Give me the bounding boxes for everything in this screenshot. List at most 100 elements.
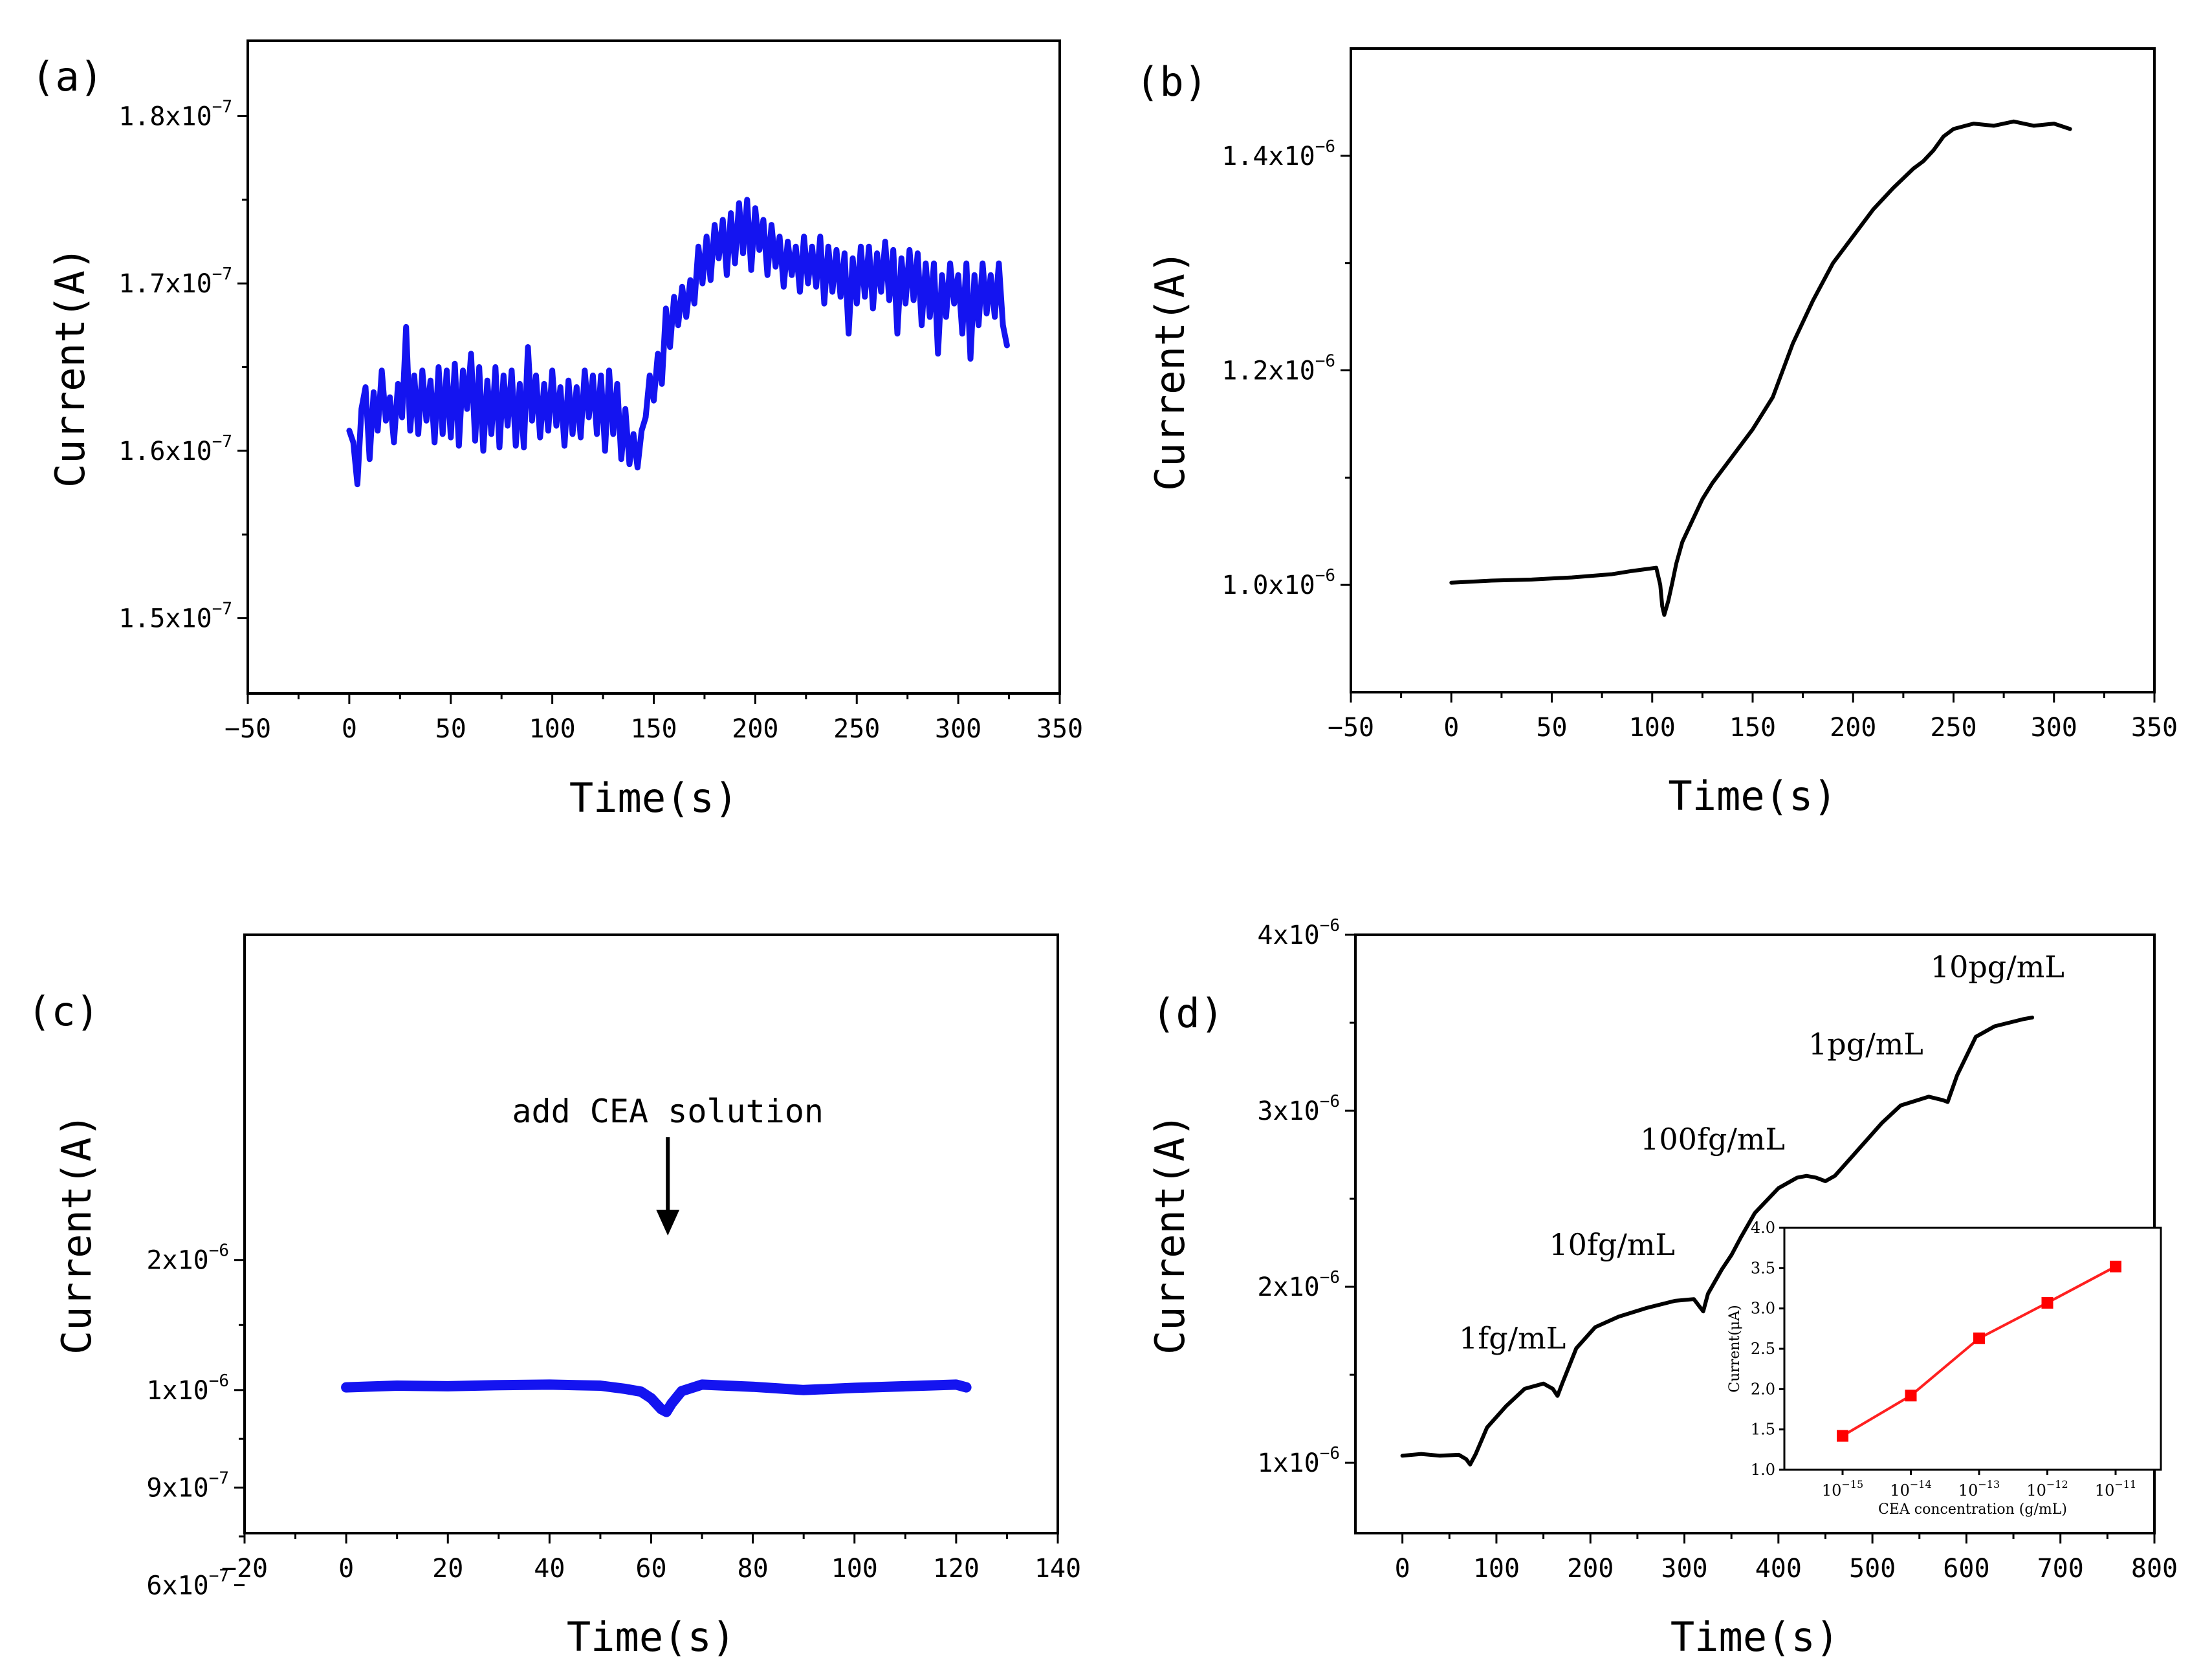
y-tick-label: 6x10−7 (146, 1566, 229, 1600)
y-tick-exponent: −6 (1315, 352, 1335, 371)
y-tick-mantissa: 1.8x10 (118, 102, 212, 131)
y-tick-label: 1.7x10−7 (118, 265, 232, 299)
x-tick-label: 0 (338, 1554, 354, 1584)
inset-y-axis-title: Current(μA) (1727, 1305, 1743, 1392)
plot-frame (243, 933, 1059, 1534)
inset-x-tick-mantissa: 10 (1958, 1481, 1978, 1500)
y-tick-label: 9x10−7 (146, 1469, 229, 1503)
x-tick-label: 0 (1443, 713, 1459, 743)
x-tick-label: 100 (831, 1554, 878, 1584)
panel-a: −50 0 50 100 150 200 250 300 3501.5x10−71.6x10−7… (31, 39, 1083, 822)
x-tick-label: 40 (534, 1554, 565, 1584)
x-tick-label: −20 (221, 1554, 268, 1584)
concentration-label: 100fg/mL (1640, 1122, 1785, 1157)
inset-point (1837, 1430, 1848, 1442)
y-tick-label: 1.2x10−6 (1221, 352, 1335, 386)
y-tick-label: 1.8x10−7 (118, 97, 232, 131)
inset-y-tick-label: 2.0 (1751, 1380, 1775, 1398)
series-line-current (1449, 119, 2072, 617)
panel-label: (c) (27, 988, 100, 1035)
x-axis-title: Time(s) (1668, 772, 1837, 820)
y-tick-mantissa: 1.6x10 (118, 437, 212, 466)
inset-y-tick-label: 3.0 (1751, 1300, 1775, 1318)
y-tick-label: 1.0x10−6 (1221, 566, 1335, 600)
y-tick-exponent: −6 (1320, 916, 1340, 935)
y-tick-label: 1.5x10−7 (118, 600, 232, 634)
y-tick-mantissa: 1.5x10 (118, 604, 212, 634)
y-tick-exponent: −6 (1315, 137, 1335, 157)
inset-x-tick-exponent: −15 (1841, 1478, 1863, 1490)
x-axis-title: Time(s) (567, 1613, 736, 1661)
x-tick-label: 60 (635, 1554, 666, 1584)
concentration-label: 1fg/mL (1459, 1320, 1566, 1355)
x-tick-label: 140 (1035, 1554, 1081, 1584)
panel-label: (d) (1152, 990, 1224, 1037)
inset-point (2041, 1296, 2053, 1309)
x-tick-label: 80 (738, 1554, 769, 1584)
inset-point (2110, 1260, 2121, 1272)
series-line-current (1400, 1015, 2035, 1467)
y-tick-label: 1x10−6 (146, 1371, 229, 1406)
annotation-arrow-head (656, 1210, 680, 1236)
y-tick-exponent: −7 (212, 265, 232, 284)
y-tick-exponent: −7 (212, 432, 232, 452)
x-tick-label: 20 (432, 1554, 463, 1584)
panel-b: −50 0 50 100 150 200 250 300 3501.0x10−61.2x10−6… (1135, 47, 2178, 820)
y-tick-label: 2x10−6 (146, 1241, 229, 1276)
inset-x-tick-exponent: −14 (1910, 1478, 1932, 1490)
x-tick-label: −50 (1328, 713, 1374, 743)
y-tick-exponent: −6 (1320, 1444, 1340, 1463)
inset-x-tick-exponent: −12 (2046, 1478, 2068, 1490)
inset-x-tick-mantissa: 10 (1822, 1481, 1842, 1500)
plot-frame (1350, 47, 2156, 693)
y-tick-mantissa: 2x10 (1257, 1272, 1319, 1302)
x-tick-label: 250 (1930, 713, 1977, 743)
x-tick-label: 200 (1830, 713, 1876, 743)
y-tick-label: 2x10−6 (1257, 1268, 1340, 1302)
inset-y-tick-label: 3.5 (1751, 1259, 1775, 1277)
y-tick-label: 3x10−6 (1257, 1092, 1340, 1126)
y-tick-label: 4x10−6 (1257, 916, 1340, 950)
x-tick-label: 0 (1395, 1554, 1410, 1584)
series-line-current (346, 197, 1010, 488)
y-tick-mantissa: 1x10 (1257, 1448, 1319, 1478)
concentration-label: 10pg/mL (1931, 949, 2064, 984)
x-tick-label: 150 (1729, 713, 1776, 743)
x-tick-label: 100 (529, 714, 576, 744)
y-tick-exponent: −6 (1320, 1092, 1340, 1111)
x-tick-label: 150 (630, 714, 677, 744)
y-tick-mantissa: 1x10 (146, 1376, 208, 1406)
y-tick-exponent: −7 (212, 97, 232, 116)
inset-point (1905, 1390, 1917, 1402)
y-tick-exponent: −6 (1315, 566, 1335, 585)
x-tick-label: 350 (2131, 713, 2178, 743)
inset-y-tick-label: 4.0 (1751, 1219, 1775, 1237)
x-tick-label: 500 (1849, 1554, 1896, 1584)
inset-x-tick-exponent: −13 (1978, 1478, 2000, 1490)
concentration-label: 10fg/mL (1549, 1227, 1675, 1262)
x-tick-label: 100 (1473, 1554, 1520, 1584)
x-tick-label: 120 (933, 1554, 980, 1584)
x-tick-label: 300 (935, 714, 981, 744)
y-tick-mantissa: 3x10 (1257, 1096, 1319, 1126)
inset-x-tick-mantissa: 10 (2026, 1481, 2046, 1500)
inset-x-tick-label: 10−14 (1890, 1478, 1931, 1500)
y-tick-label: 1.4x10−6 (1221, 137, 1335, 171)
y-axis-title: Current(A) (1146, 250, 1194, 491)
x-tick-label: 300 (2031, 713, 2077, 743)
y-tick-mantissa: 4x10 (1257, 921, 1319, 950)
y-tick-exponent: −6 (1320, 1268, 1340, 1287)
y-axis-title: Current(A) (1146, 1113, 1194, 1355)
y-axis-title: Current(A) (53, 1113, 100, 1355)
inset-point (1973, 1332, 1985, 1344)
x-tick-label: 50 (435, 714, 466, 744)
x-tick-label: 400 (1755, 1554, 1802, 1584)
x-tick-label: 200 (732, 714, 778, 744)
inset-x-axis-title: CEA concentration (g/mL) (1878, 1501, 2067, 1518)
x-tick-label: 800 (2131, 1554, 2178, 1584)
y-tick-label: 1.6x10−7 (118, 432, 232, 466)
y-tick-mantissa: 1.4x10 (1221, 142, 1315, 171)
x-tick-label: 250 (833, 714, 880, 744)
y-tick-exponent: −7 (212, 600, 232, 619)
